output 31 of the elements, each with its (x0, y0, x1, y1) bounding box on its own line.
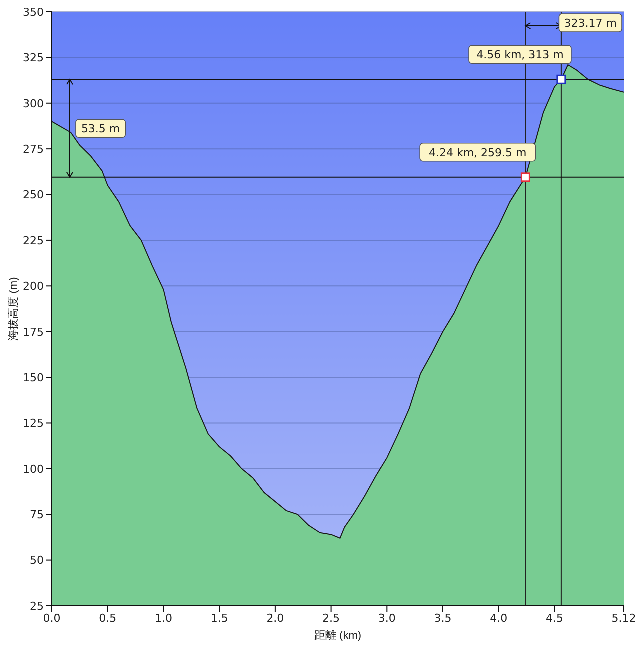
y-tick-label: 150 (23, 371, 44, 384)
y-tick-label: 300 (23, 97, 44, 110)
x-tick-label: 2.0 (266, 612, 284, 625)
x-tick-label: 5.12 (612, 612, 636, 625)
x-tick-label: 3.0 (378, 612, 396, 625)
x-tick-label: 4.0 (490, 612, 508, 625)
x-tick-label: 0.5 (99, 612, 117, 625)
y-tick-label: 350 (23, 6, 44, 19)
x-tick-label: 1.5 (210, 612, 228, 625)
y-tick-label: 225 (23, 234, 44, 248)
x-tick-label: 2.5 (322, 612, 340, 625)
annotation: 4.56 km, 313 m (476, 48, 564, 62)
x-tick-label: 1.0 (154, 612, 172, 625)
annotation: 53.5 m (81, 122, 120, 136)
y-tick-label: 175 (23, 326, 44, 339)
x-tick-label: 0.0 (43, 612, 61, 625)
x-tick-label: 4.5 (546, 612, 564, 625)
y-tick-label: 325 (23, 52, 44, 65)
y-tick-label: 25 (30, 600, 44, 613)
x-axis-title: 距離 (km) (314, 630, 362, 642)
x-tick-label: 3.5 (434, 612, 452, 625)
annotation: 4.24 km, 259.5 m (428, 146, 527, 160)
annotation: 323.17 m (564, 17, 617, 30)
y-tick-label: 275 (23, 142, 44, 156)
y-tick-label: 75 (30, 508, 44, 522)
y-tick-label: 125 (23, 417, 44, 430)
y-tick-label: 50 (30, 554, 44, 568)
y-tick-label: 250 (23, 188, 44, 202)
y-tick-label: 100 (23, 462, 44, 476)
y-axis-title: 海拔高度 (m) (7, 277, 20, 341)
y-tick-label: 200 (23, 280, 44, 294)
